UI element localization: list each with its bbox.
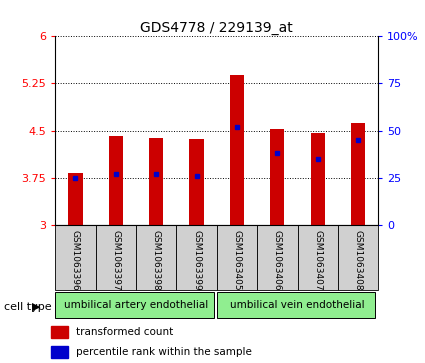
Bar xyxy=(311,132,325,225)
Bar xyxy=(51,346,68,358)
Text: percentile rank within the sample: percentile rank within the sample xyxy=(76,347,252,357)
Text: GSM1063399: GSM1063399 xyxy=(192,230,201,291)
Bar xyxy=(136,225,176,290)
Text: GSM1063408: GSM1063408 xyxy=(354,230,363,291)
Title: GDS4778 / 229139_at: GDS4778 / 229139_at xyxy=(140,21,293,35)
Bar xyxy=(217,225,257,290)
Bar xyxy=(338,225,378,290)
Text: GSM1063398: GSM1063398 xyxy=(152,230,161,291)
Text: GSM1063396: GSM1063396 xyxy=(71,230,80,291)
Bar xyxy=(351,123,365,225)
Bar xyxy=(217,292,375,318)
Text: cell type: cell type xyxy=(4,302,52,312)
Bar xyxy=(149,138,163,225)
Text: GSM1063406: GSM1063406 xyxy=(273,230,282,291)
Text: GSM1063397: GSM1063397 xyxy=(111,230,120,291)
Bar xyxy=(109,136,123,225)
Text: transformed count: transformed count xyxy=(76,327,174,337)
Bar xyxy=(176,225,217,290)
Text: umbilical vein endothelial: umbilical vein endothelial xyxy=(230,300,365,310)
Text: umbilical artery endothelial: umbilical artery endothelial xyxy=(64,300,208,310)
Text: GSM1063407: GSM1063407 xyxy=(313,230,322,291)
Bar xyxy=(298,225,338,290)
Bar xyxy=(190,139,204,225)
Bar xyxy=(55,292,213,318)
Text: ▶: ▶ xyxy=(32,302,40,312)
Text: GSM1063405: GSM1063405 xyxy=(232,230,241,291)
Bar xyxy=(96,225,136,290)
Bar xyxy=(55,225,96,290)
Bar xyxy=(230,75,244,225)
Bar xyxy=(257,225,298,290)
Bar xyxy=(51,326,68,338)
Bar xyxy=(270,130,284,225)
Bar xyxy=(68,174,82,225)
